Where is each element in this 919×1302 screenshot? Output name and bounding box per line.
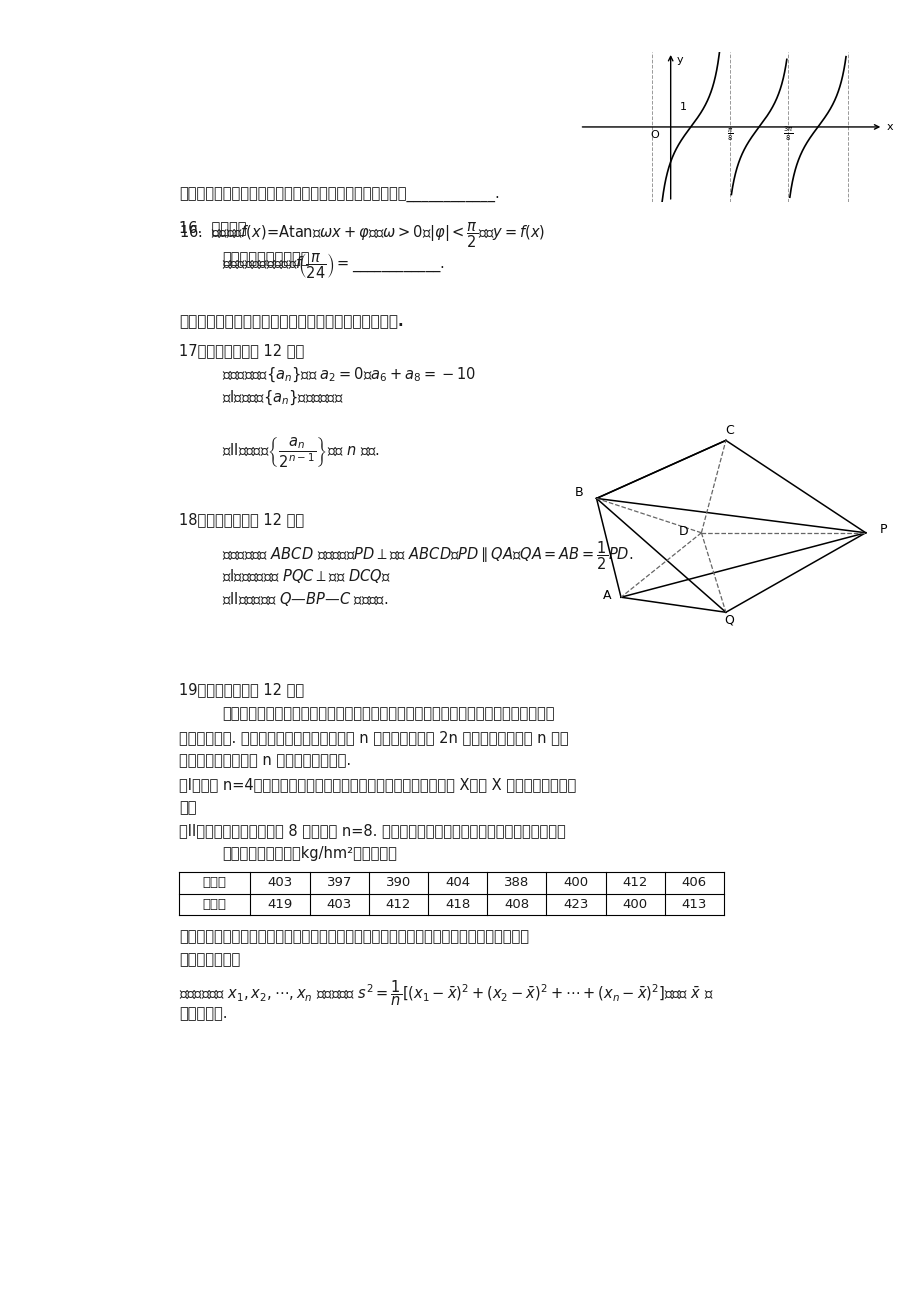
Text: 视图如右图所示，左视图是一个矩形，则这个矩形的面积是____________.: 视图如右图所示，左视图是一个矩形，则这个矩形的面积是____________.: [179, 189, 499, 203]
Text: D: D: [678, 525, 688, 538]
Text: 16.  已知函数: 16. 已知函数: [179, 220, 246, 236]
Text: （II）求数列$\left\{\dfrac{a_n}{2^{n-1}}\right\}$的前 $n$ 项和.: （II）求数列$\left\{\dfrac{a_n}{2^{n-1}}\righ…: [221, 435, 380, 470]
Text: P: P: [879, 523, 886, 536]
Text: 品种甲: 品种甲: [202, 876, 227, 889]
Text: 418: 418: [445, 898, 470, 911]
Text: 412: 412: [385, 898, 411, 911]
Text: 的部分图像如下图，则: 的部分图像如下图，则: [221, 251, 309, 267]
Text: 412: 412: [622, 876, 647, 889]
Text: 423: 423: [562, 898, 588, 911]
Text: 的部分图像如下图，则$f\!\left(\dfrac{\pi}{24}\right)=$____________.: 的部分图像如下图，则$f\!\left(\dfrac{\pi}{24}\righ…: [221, 251, 445, 281]
Text: C: C: [724, 424, 733, 437]
Text: 种植哪一品种？: 种植哪一品种？: [179, 952, 240, 967]
Text: 413: 413: [681, 898, 706, 911]
Text: 19．（本小题满分 12 分）: 19．（本小题满分 12 分）: [179, 682, 304, 698]
Text: 1: 1: [679, 103, 686, 112]
Text: 390: 390: [385, 876, 411, 889]
Text: 已知等差数列$\{a_n\}$满足 $a_2=0$，$a_6+a_8=-10$: 已知等差数列$\{a_n\}$满足 $a_2=0$，$a_6+a_8=-10$: [221, 366, 475, 384]
Text: 404: 404: [445, 876, 470, 889]
Text: 样本平均数.: 样本平均数.: [179, 1006, 227, 1021]
Text: 地种植品种甲，另外 n 小块地种植品种乙.: 地种植品种甲，另外 n 小块地种植品种乙.: [179, 753, 351, 768]
Text: 每公顷产量（单位：kg/hm²）如下表：: 每公顷产量（单位：kg/hm²）如下表：: [221, 846, 396, 861]
Text: 406: 406: [681, 876, 706, 889]
Text: 18．（本小题满分 12 分）: 18．（本小题满分 12 分）: [179, 512, 304, 527]
Text: 397: 397: [326, 876, 352, 889]
Text: 附：样本数据 $x_1,x_2,\cdots,x_n$ 的样本方差 $s^2=\dfrac{1}{n}[(x_1-\bar{x})^2+(x_2-\bar{x}: 附：样本数据 $x_1,x_2,\cdots,x_n$ 的样本方差 $s^2=\…: [179, 978, 713, 1008]
Text: 望；: 望；: [179, 799, 197, 815]
Text: 403: 403: [267, 876, 292, 889]
Text: x: x: [886, 122, 892, 132]
Text: $\frac{\pi}{8}$: $\frac{\pi}{8}$: [726, 126, 732, 143]
Text: 17．（本小题满分 12 分）: 17．（本小题满分 12 分）: [179, 342, 304, 358]
Text: 品种乙: 品种乙: [202, 898, 227, 911]
Text: 400: 400: [622, 898, 647, 911]
Text: 分别求品种甲和品种乙的每公顷产量的样本平均数和样本方差；根据试验结果，你认为应该: 分别求品种甲和品种乙的每公顷产量的样本平均数和样本方差；根据试验结果，你认为应该: [179, 930, 528, 944]
Text: 388: 388: [504, 876, 528, 889]
Text: A: A: [602, 590, 610, 603]
Text: Q: Q: [723, 613, 733, 626]
Text: O: O: [650, 130, 659, 141]
Text: 进行田间试验. 选取两大块地，每大块地分成 n 小块地，在总共 2n 小块地中，随机选 n 小块: 进行田间试验. 选取两大块地，每大块地分成 n 小块地，在总共 2n 小块地中，…: [179, 729, 568, 745]
Text: B: B: [574, 486, 583, 499]
Text: 419: 419: [267, 898, 292, 911]
Text: 某农场计划种植某种新作物，为此对这种作物的两个品种（分别称为品种家和品种乙）: 某农场计划种植某种新作物，为此对这种作物的两个品种（分别称为品种家和品种乙）: [221, 707, 554, 721]
Text: （I）假设 n=4，在第一大块地中，种植品种甲的小块地的数目记为 X，求 X 的分布列和数学期: （I）假设 n=4，在第一大块地中，种植品种甲的小块地的数目记为 X，求 X 的…: [179, 777, 576, 792]
Text: （I）求数列$\{a_n\}$的通项公式；: （I）求数列$\{a_n\}$的通项公式；: [221, 389, 344, 408]
Text: 16.  已知函数$f(x)$=Atan（$\omega x+\varphi$）（$\omega>0$，$|\varphi|<\dfrac{\pi}{2}$），: 16. 已知函数$f(x)$=Atan（$\omega x+\varphi$）（…: [179, 220, 545, 250]
Text: 400: 400: [562, 876, 588, 889]
Text: 403: 403: [326, 898, 351, 911]
Text: 如图，四边形 $ABCD$ 为正方形，$PD\perp$平面 $ABCD$，$PD\parallel QA$，$QA=AB=\dfrac{1}{2}PD$.: 如图，四边形 $ABCD$ 为正方形，$PD\perp$平面 $ABCD$，$P…: [221, 539, 632, 572]
Text: （II）求二面角 $Q$—$BP$—$C$ 的余弦值.: （II）求二面角 $Q$—$BP$—$C$ 的余弦值.: [221, 590, 388, 608]
Text: 408: 408: [504, 898, 528, 911]
Text: y: y: [676, 56, 683, 65]
Text: （I）证明：平面 $PQC\perp$平面 $DCQ$；: （I）证明：平面 $PQC\perp$平面 $DCQ$；: [221, 568, 391, 586]
Text: 三、解答题：解答应写文字说明，证明过程或演算步骤.: 三、解答题：解答应写文字说明，证明过程或演算步骤.: [179, 315, 403, 329]
Text: （II）试验时每大块地分成 8 小块，即 n=8. 试验结束后得到品种甲和品种乙在个小块地上的: （II）试验时每大块地分成 8 小块，即 n=8. 试验结束后得到品种甲和品种乙…: [179, 823, 565, 838]
Text: $\frac{3\pi}{8}$: $\frac{3\pi}{8}$: [782, 125, 793, 143]
